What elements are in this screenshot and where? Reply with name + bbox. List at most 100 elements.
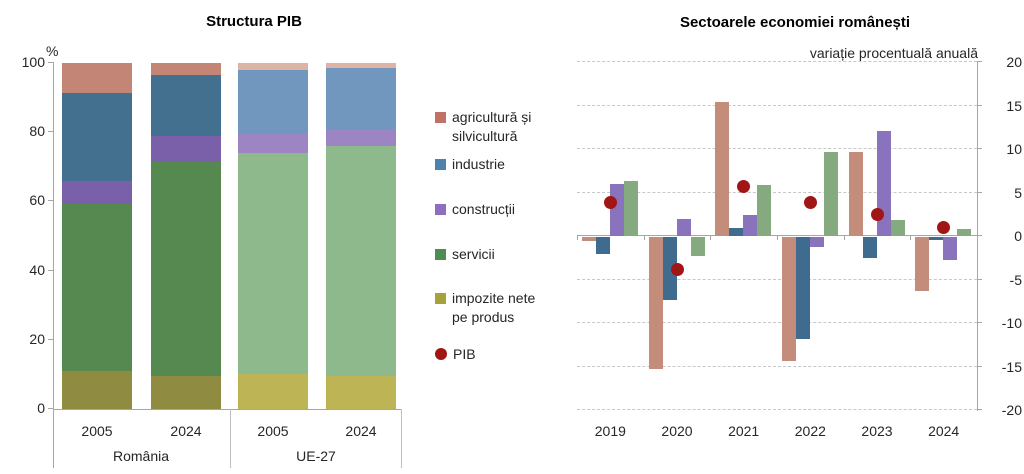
left-y-tick-mark <box>48 200 53 202</box>
right-y-tick-mark <box>977 104 982 106</box>
legend-item-servicii: servicii <box>435 245 575 264</box>
legend-circle-marker-pib <box>435 348 447 360</box>
right-gridline <box>577 409 977 410</box>
stacked-bar-segment-constructii <box>238 133 308 153</box>
right-zero-axis-line <box>577 235 977 236</box>
right-y-tick-label: 15 <box>1006 97 1022 114</box>
stacked-bar-segment-servicii <box>151 161 221 377</box>
legend-square-marker-constructii <box>435 204 446 215</box>
right-y-tick-mark <box>977 365 982 367</box>
stacked-bar-segment-impozite <box>326 375 396 409</box>
stacked-bar-segment-agricultura <box>151 63 221 76</box>
bar-industrie-2024 <box>929 237 944 240</box>
right-y-tick-mark <box>977 409 982 410</box>
stacked-bar-segment-industrie <box>62 93 132 181</box>
stacked-bar-segment-constructii <box>326 128 396 147</box>
right-x-tick-label-year: 2024 <box>928 423 960 439</box>
bar-servicii-2019 <box>624 181 638 236</box>
left-x-tick-label-year: 2005 <box>81 423 113 439</box>
right-chart-subtitle: variație procentuală anuală <box>809 45 978 61</box>
right-y-tick-label: -10 <box>1001 315 1022 331</box>
right-y-tick-mark <box>977 148 982 149</box>
right-y-tick-mark <box>977 61 982 62</box>
legend-square-marker-impozite <box>435 293 446 304</box>
legend-item-constructii: construcții <box>435 200 575 219</box>
left-group-separator <box>230 409 231 468</box>
stacked-bar-segment-industrie <box>151 75 221 136</box>
bar-agricultura-2021 <box>715 102 730 236</box>
bar-servicii-2022 <box>824 152 838 236</box>
right-y-tick-mark <box>977 191 982 193</box>
left-chart-title: Structura PIB <box>206 13 302 30</box>
stacked-bar-segment-constructii <box>151 135 221 162</box>
pib-dot-2019 <box>603 195 617 209</box>
bar-constructii-2021 <box>743 215 758 236</box>
left-y-tick-label: 20 <box>29 330 45 347</box>
legend-item-impozite: impozite nete pe produs <box>435 289 575 327</box>
left-y-tick-label: 100 <box>21 54 45 70</box>
right-y-tick-label: 0 <box>1014 228 1022 244</box>
right-y-tick-label: 20 <box>1006 54 1022 70</box>
left-y-tick-mark <box>48 131 53 133</box>
stacked-bar-segment-agricultura <box>326 63 396 69</box>
stacked-bar-segment-servicii <box>238 152 308 375</box>
left-y-tick-label: 0 <box>37 400 45 416</box>
right-y-tick-mark <box>977 322 982 323</box>
bar-agricultura-2024 <box>915 237 930 291</box>
bar-servicii-2020 <box>690 237 705 257</box>
left-x-tick-label-year: 2024 <box>170 423 202 439</box>
stacked-bar-segment-industrie <box>238 69 308 134</box>
right-category-boundary-tick <box>710 236 712 240</box>
right-category-boundary-tick <box>910 236 912 240</box>
bar-agricultura-2020 <box>648 237 663 370</box>
right-y-tick-mark <box>977 278 982 280</box>
right-y-tick-label: -15 <box>1001 358 1022 375</box>
legend-square-marker-servicii <box>435 249 446 260</box>
legend-label: construcții <box>452 201 516 217</box>
right-x-tick-label-year: 2021 <box>728 423 760 439</box>
legend-square-marker-industrie <box>435 159 446 170</box>
right-y-tick-label: 10 <box>1006 141 1022 157</box>
left-y-tick-mark <box>48 62 53 63</box>
left-x-tick-label-year: 2024 <box>345 423 377 439</box>
left-y-tick-label: 60 <box>29 192 45 209</box>
left-x-tick-label-year: 2005 <box>257 423 289 439</box>
pib-dot-2022 <box>803 196 817 210</box>
right-gridline <box>577 148 977 149</box>
left-y-tick-mark <box>48 338 53 340</box>
right-y-tick-mark <box>977 235 982 236</box>
bar-servicii-2021 <box>757 184 772 236</box>
right-category-boundary-tick <box>977 236 978 240</box>
legend-square-marker-agricultura <box>435 112 446 123</box>
legend-label: PIB <box>453 346 476 362</box>
legend-item-industrie: industrie <box>435 155 575 174</box>
stacked-bar-segment-agricultura <box>62 63 132 94</box>
bar-industrie-2023 <box>862 237 877 258</box>
legend-label: industrie <box>452 156 505 172</box>
left-y-tick-mark <box>48 269 53 271</box>
stacked-bar-segment-servicii <box>326 146 396 376</box>
left-y-tick-label: 80 <box>29 123 45 140</box>
right-category-boundary-tick <box>777 236 778 240</box>
left-frame-right <box>401 409 402 468</box>
right-chart-title: Sectoarele economiei românești <box>679 14 911 31</box>
left-group-label: România <box>112 448 170 464</box>
legend-label: servicii <box>452 246 495 262</box>
stacked-bar-segment-impozite <box>238 374 308 409</box>
bar-agricultura-2023 <box>848 151 863 236</box>
bar-constructii-2020 <box>676 219 691 236</box>
left-chart-plot-area: 100 80 60 40 20 0 2005 2024 2005 2024 România UE-27 <box>0 0 430 474</box>
bar-industrie-2019 <box>596 237 610 255</box>
bar-industrie-2020 <box>662 237 677 300</box>
stacked-bar-segment-agricultura <box>238 63 308 70</box>
pib-dot-2020 <box>670 262 684 276</box>
right-y-tick-label: -20 <box>1001 402 1022 418</box>
bar-servicii-2024 <box>957 229 972 236</box>
left-y-tick-mark <box>48 408 53 409</box>
right-gridline <box>577 104 977 106</box>
bar-constructii-2022 <box>810 237 824 247</box>
legend-label: impozite nete pe produs <box>452 290 536 325</box>
left-group-label: UE-27 <box>296 448 336 464</box>
